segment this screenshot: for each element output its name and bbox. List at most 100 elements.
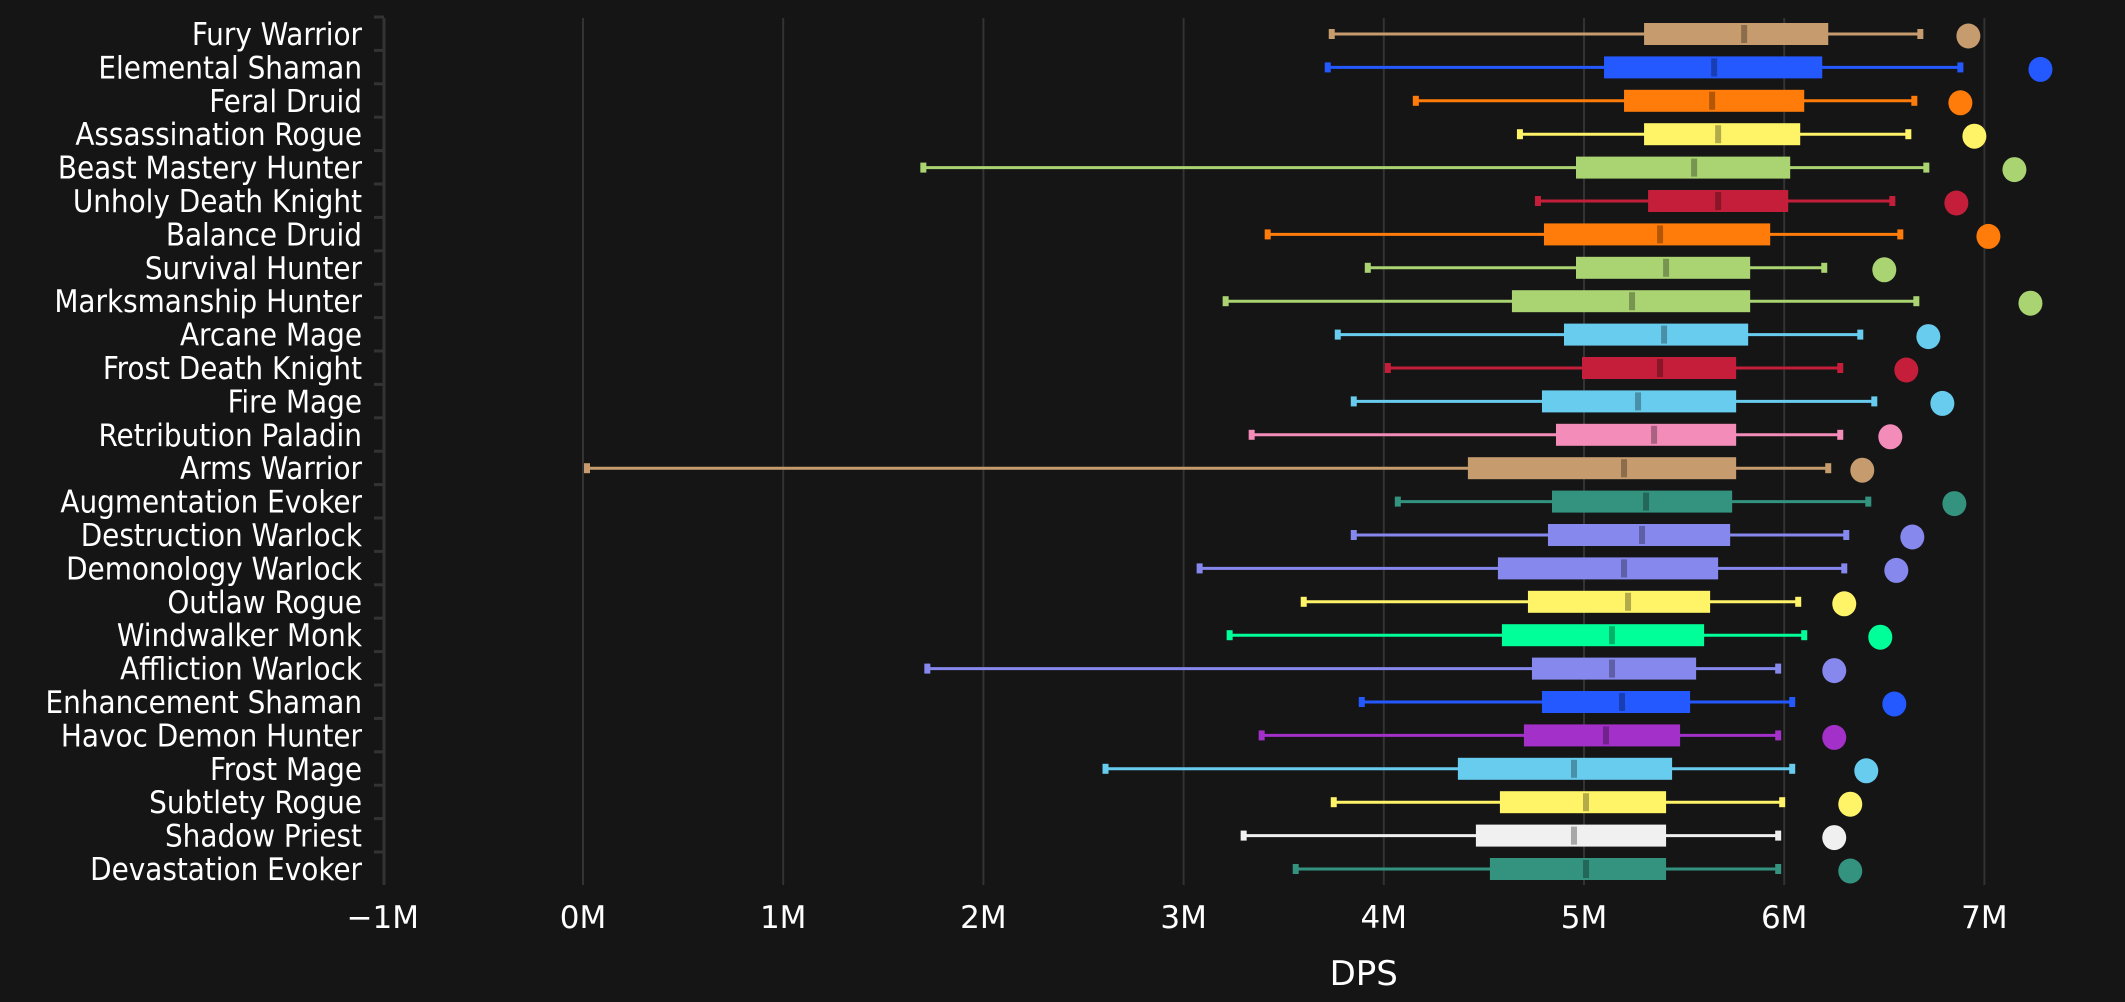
box-arms-warrior — [584, 457, 1875, 483]
x-tick-label: 1M — [760, 900, 806, 936]
iqr-box — [1467, 457, 1737, 480]
outlier-point — [1822, 724, 1847, 750]
y-category-label: Affliction Warlock — [120, 652, 363, 688]
y-category-label: Unholy Death Knight — [73, 184, 362, 220]
x-axis-title: DPS — [1330, 954, 1398, 994]
median-mark — [1709, 91, 1716, 110]
iqr-box — [1575, 156, 1791, 179]
iqr-box — [1475, 824, 1667, 847]
outlier-point — [1832, 591, 1857, 617]
x-tick-label: 5M — [1561, 900, 1607, 936]
box-demonology-warlock — [1196, 557, 1909, 583]
y-category-label: Frost Mage — [210, 752, 362, 788]
median-mark — [1629, 292, 1636, 311]
outlier-point — [1944, 190, 1969, 216]
outlier-point — [1956, 23, 1981, 49]
median-mark — [1621, 459, 1628, 478]
whisker-cap-high — [1801, 630, 1808, 641]
whisker-cap-high — [1913, 296, 1920, 307]
y-category-label: Balance Druid — [166, 217, 362, 253]
median-mark — [1741, 25, 1748, 43]
median-mark — [1711, 58, 1718, 77]
whisker-cap-low — [1292, 864, 1299, 874]
y-category-label: Assassination Rogue — [75, 117, 362, 153]
y-category-label: Fury Warrior — [192, 17, 363, 53]
x-tick-label: 0M — [560, 900, 606, 936]
whisker-cap-low — [1102, 763, 1109, 774]
iqr-box — [1644, 23, 1829, 45]
whisker-cap-high — [1821, 262, 1828, 273]
box-survival-hunter — [1364, 256, 1897, 283]
box-unholy-death-knight — [1534, 190, 1969, 216]
box-fury-warrior — [1328, 23, 1981, 49]
outlier-point — [1868, 624, 1893, 650]
y-category-label: Retribution Paladin — [99, 418, 362, 454]
whisker-cap-high — [1775, 830, 1782, 841]
median-mark — [1663, 258, 1670, 277]
iqr-box — [1457, 757, 1673, 780]
outlier-point — [2028, 56, 2053, 82]
whisker-cap-high — [1789, 697, 1796, 707]
whisker-cap-high — [1871, 396, 1878, 407]
box-marksmanship-hunter — [1222, 290, 2043, 316]
y-category-label: Havoc Demon Hunter — [61, 718, 363, 754]
y-category-label: Frost Death Knight — [103, 351, 362, 387]
box-retribution-paladin — [1248, 423, 1903, 450]
whisker-cap-high — [1789, 763, 1796, 774]
whisker-cap-high — [1917, 29, 1924, 39]
median-mark — [1657, 225, 1664, 244]
whisker-cap-low — [1328, 29, 1335, 39]
whisker-cap-high — [1857, 329, 1864, 340]
y-category-label: Destruction Warlock — [81, 518, 363, 554]
whisker-cap-low — [1334, 329, 1341, 340]
median-mark — [1651, 425, 1658, 444]
y-category-label: Demonology Warlock — [66, 551, 363, 587]
whisker-cap-low — [1394, 496, 1401, 507]
box-frost-death-knight — [1384, 357, 1919, 383]
outlier-point — [1822, 825, 1847, 851]
median-mark — [1715, 125, 1722, 144]
median-mark — [1570, 826, 1577, 845]
median-mark — [1570, 759, 1577, 778]
whisker-cap-low — [1384, 363, 1391, 373]
median-mark — [1619, 693, 1626, 711]
median-mark — [1691, 158, 1698, 177]
box-outlaw-rogue — [1300, 590, 1857, 617]
iqr-box — [1527, 590, 1711, 613]
iqr-box — [1499, 791, 1667, 814]
whisker-cap-low — [1534, 196, 1541, 206]
y-category-label: Survival Hunter — [145, 251, 363, 287]
whisker-cap-high — [1865, 496, 1872, 507]
box-balance-druid — [1264, 223, 2001, 249]
outlier-point — [1838, 791, 1863, 817]
whisker-cap-low — [924, 663, 931, 674]
outlier-point — [1930, 390, 1955, 416]
whisker-cap-low — [1222, 296, 1229, 307]
box-windwalker-monk — [1226, 624, 1893, 650]
y-category-label: Shadow Priest — [165, 819, 362, 855]
y-category-label: Fire Mage — [228, 384, 362, 420]
whisker-cap-low — [1330, 797, 1337, 808]
box-elemental-shaman — [1324, 56, 2053, 82]
iqr-box — [1644, 123, 1801, 146]
iqr-box — [1501, 624, 1705, 647]
outlier-point — [2002, 157, 2027, 183]
boxes — [584, 23, 2053, 884]
whisker-cap-high — [1841, 563, 1848, 574]
y-category-label: Devastation Evoker — [90, 852, 362, 888]
whisker-cap-high — [1775, 663, 1782, 674]
iqr-box — [1541, 691, 1691, 713]
outlier-point — [2018, 290, 2043, 316]
whisker-cap-low — [1248, 429, 1255, 440]
box-shadow-priest — [1240, 824, 1847, 851]
box-assassination-rogue — [1516, 123, 1987, 149]
median-mark — [1583, 860, 1590, 878]
median-mark — [1621, 559, 1628, 578]
whisker-cap-low — [1364, 262, 1371, 273]
whisker-cap-high — [1897, 229, 1904, 240]
median-mark — [1625, 592, 1632, 611]
box-devastation-evoker — [1292, 858, 1863, 884]
median-mark — [1609, 626, 1616, 645]
outlier-point — [1962, 123, 1987, 149]
y-category-label: Marksmanship Hunter — [54, 284, 362, 320]
